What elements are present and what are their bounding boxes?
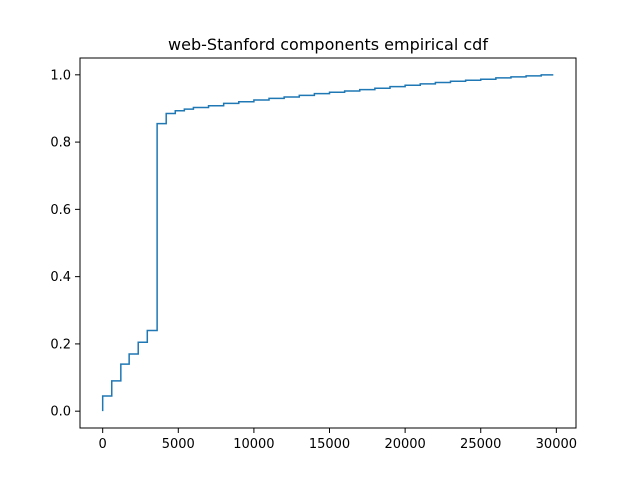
y-tick-label: 0.4 <box>50 270 71 285</box>
x-tick-label: 10000 <box>233 437 274 452</box>
y-axis-ticks: 0.0 0.2 0.4 0.6 0.8 1.0 <box>50 68 80 420</box>
y-tick-label: 0.8 <box>50 136 71 151</box>
x-tick-label: 30000 <box>536 437 577 452</box>
axes-frame <box>79 57 577 429</box>
y-tick-label: 0.6 <box>50 203 71 218</box>
x-axis-ticks: 0 5000 10000 15000 20000 25000 30000 <box>99 428 577 452</box>
series-line-0 <box>101 74 554 412</box>
x-tick-label: 5000 <box>162 437 195 452</box>
x-tick-label: 25000 <box>460 437 501 452</box>
y-tick-label: 1.0 <box>50 68 71 83</box>
x-tick-label: 0 <box>99 437 107 452</box>
y-tick-label: 0.0 <box>50 405 71 420</box>
y-tick-label: 0.2 <box>50 337 71 352</box>
plot-area <box>101 74 554 412</box>
chart-title: web-Stanford components empirical cdf <box>168 35 488 54</box>
x-tick-label: 20000 <box>384 437 425 452</box>
x-tick-label: 15000 <box>309 437 350 452</box>
